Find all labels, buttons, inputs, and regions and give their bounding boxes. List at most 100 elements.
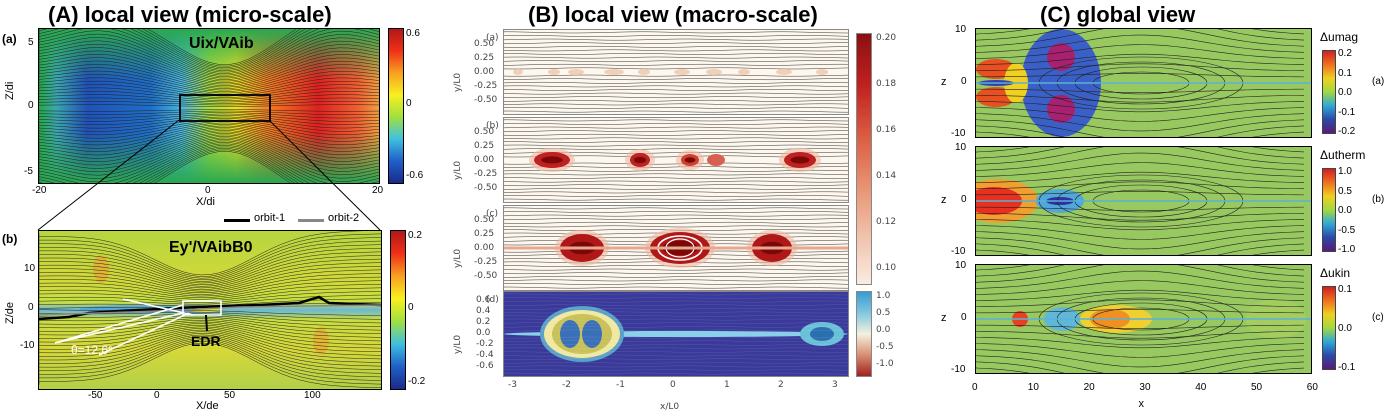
panel-B-ytick: -0.6 <box>476 361 494 371</box>
panel-Ab-xlabel: X/de <box>196 400 219 412</box>
panel-Aa-ytick: -5 <box>24 166 33 177</box>
panel-B-ytick: 0.00 <box>474 67 495 77</box>
panel-C-ytick: 10 <box>955 24 967 35</box>
panel-C-xtick: 10 <box>1027 382 1039 393</box>
panel-B-ytick: -0.50 <box>474 95 498 105</box>
panel-B-cbar-tick: 0.14 <box>876 171 897 181</box>
panel-Ca-cbar-label: Δumag <box>1320 30 1359 44</box>
panel-B-ytick: -0.25 <box>474 169 498 179</box>
panel-B-ytick: 0.50 <box>474 215 495 225</box>
panel-C-xtick: 20 <box>1083 382 1095 393</box>
panel-C-cbar-tick: 0.0 <box>1338 205 1352 216</box>
panel-Aa-cbar-tick: -0.6 <box>406 170 424 181</box>
panel-Aa-cbar-tick: 0.6 <box>406 28 420 39</box>
panel-Ab-angle: θ=12.6° <box>71 343 113 357</box>
panel-Cc-plot <box>975 264 1312 374</box>
panel-Aa-xtick: 20 <box>372 185 384 196</box>
panel-C-cbar-tick: 0.5 <box>1338 185 1352 197</box>
panel-Cc-field <box>976 265 1311 373</box>
panel-Ab-label: Ey'/VAibB0 <box>169 239 253 256</box>
panel-B-title: (B) local view (macro-scale) <box>528 2 818 27</box>
panel-Aa-colorbar <box>388 28 404 184</box>
panel-C-xtick: 30 <box>1139 382 1151 393</box>
panel-Ab-cbar-tick: 0.2 <box>408 230 422 241</box>
legend-orbit-2: orbit-2 <box>328 212 360 224</box>
panel-B-ytick: 0.25 <box>474 141 495 151</box>
panel-C-ytick: -10 <box>951 128 966 139</box>
panel-B-ytick: -0.50 <box>474 271 498 281</box>
panel-A-title: (A) local view (micro-scale) <box>48 2 332 27</box>
panel-Aa-xtick: -20 <box>32 185 47 196</box>
panel-Aa-xtick: 0 <box>205 185 211 196</box>
panel-Cb-plot <box>975 146 1312 256</box>
panel-B-ytick: 0.6 <box>476 295 491 305</box>
panel-B-cbar-tick: 0.5 <box>876 308 891 318</box>
panel-C-cbar-tick: 0.0 <box>1338 87 1352 98</box>
legend-orbit-1-swatch <box>224 219 250 222</box>
panel-C-xtick: 0 <box>972 382 978 393</box>
panel-Ab-cbar-tick: 0 <box>408 302 414 313</box>
panel-Ba-tag: (a) <box>486 33 499 43</box>
panel-Bb-field <box>504 118 848 202</box>
panel-B-xtick: 0 <box>670 380 676 390</box>
panel-Bc-field <box>504 206 848 290</box>
panel-Bd-ylabel: y/L0 <box>453 334 463 354</box>
panel-C-cbar-tick: 1.0 <box>1338 166 1352 177</box>
panel-C-xlabel: x <box>1138 398 1145 410</box>
panel-Ab-ytick: 10 <box>24 263 36 274</box>
panel-C-ytick: 0 <box>961 312 967 323</box>
panel-B-cbar-tick: 0.12 <box>876 217 897 227</box>
panel-B-cbar-tick: 0.0 <box>876 325 891 335</box>
panel-B-xtick: -3 <box>508 380 517 390</box>
panel-C-cbar-tick: -1.0 <box>1338 244 1356 255</box>
panel-Aa-ytick: 0 <box>28 100 34 111</box>
panel-C-ytick: 10 <box>955 142 967 153</box>
panel-C-xtick: 40 <box>1195 382 1207 393</box>
panel-Ab-ytick: 0 <box>28 302 34 313</box>
panel-Aa-cbar-tick: 0 <box>406 98 412 109</box>
panel-C-cbar-tick: -0.1 <box>1338 362 1356 373</box>
panel-B-xtick: 1 <box>724 380 730 390</box>
panel-B-ytick: 0.25 <box>474 53 495 63</box>
panel-C-cbar-tick: 0.0 <box>1338 323 1352 334</box>
panel-B-ytick: 0.00 <box>474 155 495 165</box>
panel-C-ytick: 0 <box>961 76 967 87</box>
panel-Aa-label: Uix/VAib <box>189 35 254 52</box>
panel-C-cbar-tick: 0.2 <box>1338 48 1352 59</box>
panel-Cb-tag: (b) <box>1372 194 1385 205</box>
panel-B-ytick: -0.25 <box>474 257 498 267</box>
panel-Bb-ylabel: y/L0 <box>453 160 463 180</box>
panel-C-ytick: -10 <box>951 246 966 257</box>
panel-B-cbar-tick: 0.10 <box>876 263 897 273</box>
panel-C-cbar-tick: 0.1 <box>1338 284 1352 295</box>
panel-Ab-colorbar <box>390 230 406 390</box>
panel-Bc-ylabel: y/L0 <box>453 248 463 268</box>
panel-C-cbar-tick: 0.1 <box>1338 67 1352 79</box>
panel-Aa-tag: (a) <box>2 32 17 46</box>
panel-Bb-tag: (b) <box>486 121 499 131</box>
panel-Bc-tag: (c) <box>486 209 498 219</box>
panel-Ba-ylabel: y/L0 <box>453 72 463 92</box>
panel-B-xtick: 3 <box>832 380 838 390</box>
panel-Ab-xtick: 50 <box>224 390 236 401</box>
panel-Cc-cbar-label: Δukin <box>1320 266 1351 280</box>
panel-Ab-xtick: 0 <box>154 390 160 401</box>
panel-Ab-tag: (b) <box>2 232 18 246</box>
panel-B-ytick: -0.50 <box>474 183 498 193</box>
panel-B-xtick: -2 <box>562 380 571 390</box>
panel-Bb-plot <box>503 117 849 203</box>
panel-Ab-xtick: -50 <box>88 390 103 401</box>
panel-Aa-xlabel: X/di <box>196 196 215 208</box>
panel-Ba-field <box>504 30 848 114</box>
panel-B-cbar-tick: -0.5 <box>876 342 894 352</box>
panel-C-ytick: -10 <box>951 364 966 375</box>
panel-C-ylabel: z <box>941 312 947 324</box>
panel-B-ytick: 0.50 <box>474 39 495 49</box>
panel-B-xlabel: x/L0 <box>660 402 680 412</box>
panel-B-ytick: 0.4 <box>476 306 491 316</box>
panel-C-ylabel: z <box>941 194 947 206</box>
panel-B-ytick: 0.2 <box>476 317 491 327</box>
panel-Ab-ylabel: Z/de <box>4 301 16 324</box>
panel-C-xtick: 50 <box>1251 382 1263 393</box>
panel-B-colorbar-d <box>856 291 872 377</box>
